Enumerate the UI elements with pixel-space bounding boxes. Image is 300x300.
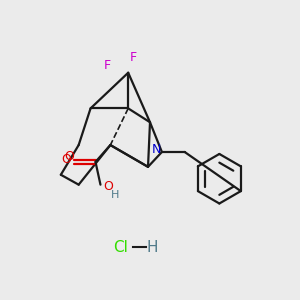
Text: H: H	[111, 190, 119, 200]
Text: O: O	[103, 180, 113, 193]
Text: H: H	[146, 240, 158, 255]
Text: O: O	[64, 150, 74, 164]
Text: N: N	[152, 142, 162, 155]
Text: Cl: Cl	[113, 240, 128, 255]
Text: F: F	[104, 59, 111, 72]
Text: F: F	[130, 51, 137, 64]
Text: O: O	[61, 153, 71, 167]
